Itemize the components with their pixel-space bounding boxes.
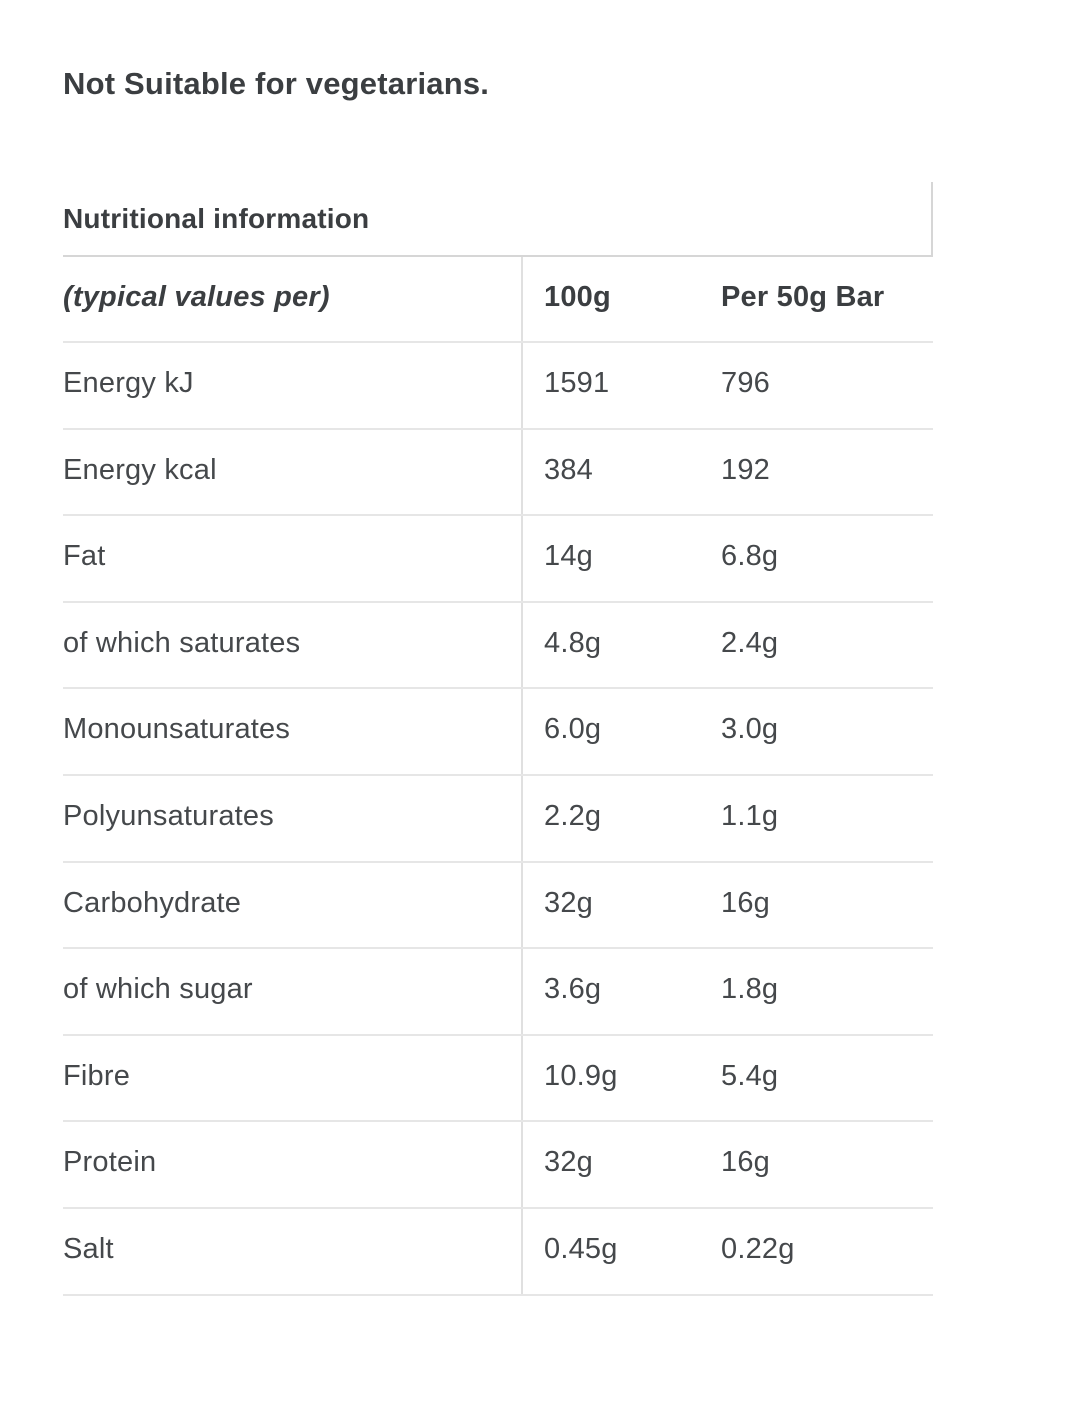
value-per-100g: 4.8g (521, 602, 721, 688)
nutrient-label: Protein (63, 1146, 157, 1179)
table-body: Energy kJ 1591 796 Energy kcal 384 192 F… (63, 343, 933, 1296)
value-per-100g: 10.9g (521, 1035, 721, 1121)
value-per-50g-bar: 6.8g (721, 540, 779, 573)
table-header-row: (typical values per) 100g Per 50g Bar (63, 257, 933, 343)
nutrient-label: Salt (63, 1232, 114, 1265)
section-title: Nutritional information (63, 202, 370, 234)
nutrient-row: Monounsaturates 6.0g 3.0g (63, 689, 933, 776)
value-per-50g-bar: 192 (721, 453, 770, 486)
nutrient-label: of which saturates (63, 626, 301, 659)
nutrient-label: Carbohydrate (63, 886, 242, 919)
value-per-50g-bar: 16g (721, 1146, 770, 1179)
value-per-100g: 3.6g (521, 949, 721, 1034)
nutrient-row: Energy kcal 384 192 (63, 429, 933, 517)
nutrient-label: Monounsaturates (63, 713, 291, 746)
nutrient-row: Protein 32g 16g (63, 1122, 933, 1209)
value-per-50g-bar: 3.0g (721, 713, 779, 746)
nutrient-label: Energy kJ (63, 367, 194, 399)
nutrient-row: Fibre 10.9g 5.4g (63, 1035, 933, 1123)
value-per-100g: 384 (521, 429, 721, 515)
nutrition-section: Not Suitable for vegetarians. Nutritiona… (63, 66, 933, 1296)
value-per-50g-bar: 2.4g (721, 626, 779, 659)
value-per-50g-bar: 796 (721, 367, 770, 399)
column-header-per-100g: 100g (521, 257, 721, 341)
nutrient-row: Salt 0.45g 0.22g (63, 1208, 933, 1296)
value-per-100g: 1591 (521, 343, 721, 428)
nutrition-table: (typical values per) 100g Per 50g Bar En… (63, 257, 933, 1296)
value-per-50g-bar: 5.4g (721, 1059, 779, 1092)
value-per-50g-bar: 16g (721, 886, 770, 919)
value-per-50g-bar: 0.22g (721, 1232, 795, 1265)
nutrient-row: of which sugar 3.6g 1.8g (63, 949, 933, 1036)
nutritional-information-header: Nutritional information (63, 182, 933, 257)
value-per-100g: 2.2g (521, 775, 721, 861)
value-per-100g: 32g (521, 862, 721, 948)
nutrient-label: of which sugar (63, 973, 253, 1006)
value-per-100g: 6.0g (521, 689, 721, 774)
nutrient-row: Polyunsaturates 2.2g 1.1g (63, 775, 933, 863)
column-header-per-50g-bar: Per 50g Bar (721, 281, 885, 313)
nutrient-label: Energy kcal (63, 453, 217, 486)
value-per-100g: 32g (521, 1122, 721, 1207)
column-header-typical-values-per: (typical values per) (63, 281, 330, 313)
suitability-note: Not Suitable for vegetarians. (63, 66, 490, 101)
nutrient-row: of which saturates 4.8g 2.4g (63, 602, 933, 690)
nutrient-row: Energy kJ 1591 796 (63, 343, 933, 430)
nutrient-label: Polyunsaturates (63, 799, 274, 832)
value-per-100g: 0.45g (521, 1208, 721, 1294)
value-per-100g: 14g (521, 516, 721, 601)
value-per-50g-bar: 1.1g (721, 799, 779, 832)
nutrient-label: Fibre (63, 1059, 131, 1092)
value-per-50g-bar: 1.8g (721, 973, 779, 1006)
nutrient-label: Fat (63, 540, 106, 573)
nutrient-row: Carbohydrate 32g 16g (63, 862, 933, 950)
nutrient-row: Fat 14g 6.8g (63, 516, 933, 603)
